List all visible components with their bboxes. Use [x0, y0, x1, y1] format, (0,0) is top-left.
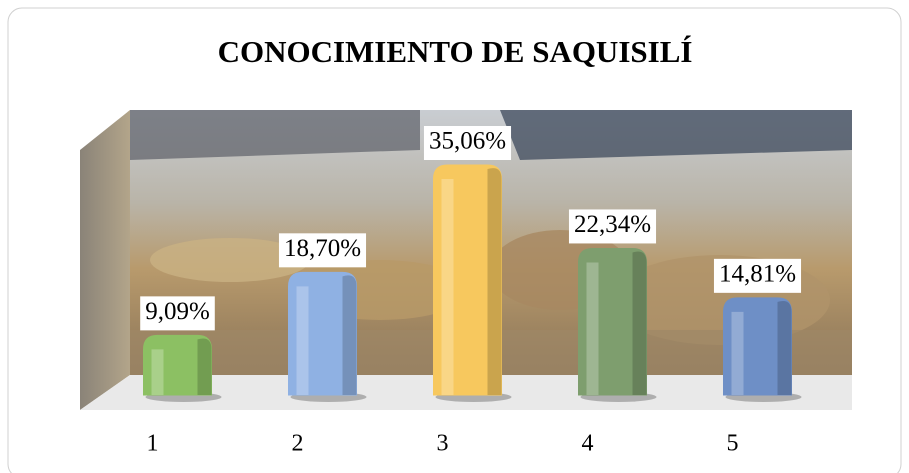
bar-shade — [633, 252, 647, 395]
chart-title: CONOCIMIENTO DE SAQUISILÍ — [218, 34, 693, 69]
value-label: 14,81% — [719, 261, 796, 288]
value-label: 18,70% — [284, 235, 361, 262]
x-tick-label: 4 — [582, 431, 594, 457]
bar-shade — [488, 168, 502, 395]
bar-gloss — [152, 349, 164, 395]
x-tick-label: 2 — [292, 431, 304, 457]
x-tick-label: 3 — [437, 431, 449, 457]
bar-shade — [198, 338, 212, 395]
value-label: 9,09% — [145, 298, 210, 325]
x-tick-label: 5 — [727, 431, 739, 457]
bar-gloss — [297, 286, 309, 395]
bar-shade — [343, 275, 357, 395]
value-label: 22,34% — [574, 211, 651, 238]
bar-shade — [778, 301, 792, 395]
bar-gloss — [732, 312, 744, 395]
value-label: 35,06% — [429, 128, 506, 155]
bar-gloss — [587, 262, 599, 395]
chart: CONOCIMIENTO DE SAQUISILÍ 9,09% 1 18,70% 2 3… — [0, 0, 909, 473]
bar-gloss — [442, 179, 454, 395]
x-tick-label: 1 — [147, 431, 159, 457]
